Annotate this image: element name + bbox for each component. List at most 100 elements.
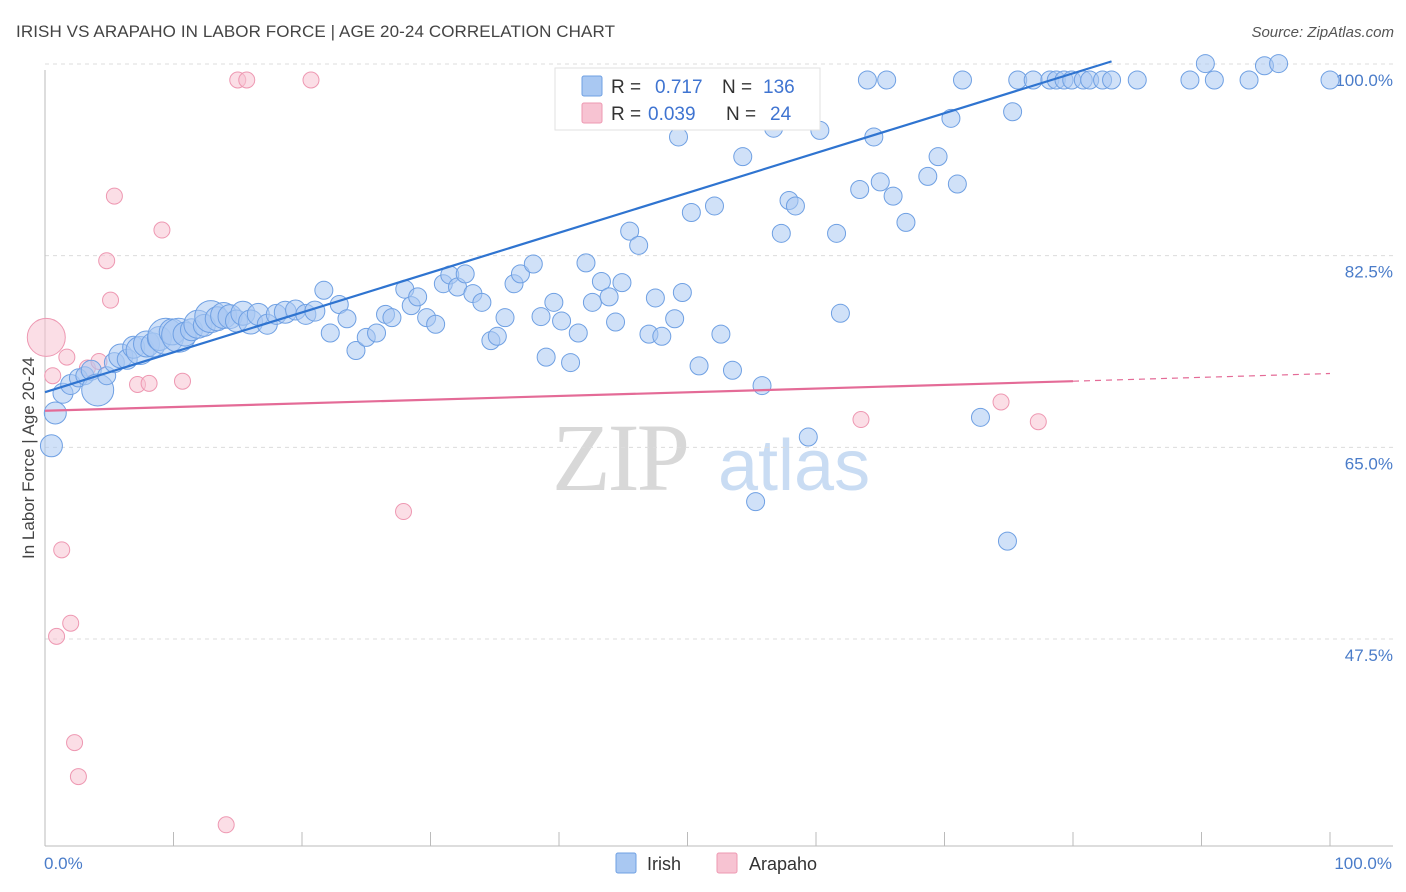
irish-point: [510, 264, 530, 284]
arapaho-trend-line: [44, 380, 1074, 412]
irish-point: [1102, 70, 1122, 90]
irish-point: [672, 282, 692, 302]
irish-point: [455, 264, 475, 284]
irish-point: [918, 166, 938, 186]
irish-point: [733, 147, 753, 167]
irish-point: [827, 223, 847, 243]
y-axis-title: In Labor Force | Age 20-24: [19, 357, 38, 559]
irish-point: [536, 347, 556, 367]
legend-irish-n-value: 136: [763, 77, 795, 98]
arapaho-point: [140, 374, 158, 392]
watermark-zip: ZIP: [552, 404, 687, 511]
irish-point: [711, 324, 731, 344]
irish-point: [612, 273, 632, 293]
irish-point: [599, 287, 619, 307]
irish-point: [620, 221, 640, 241]
irish-point: [830, 303, 850, 323]
series-legend: Irish Arapaho: [615, 852, 817, 874]
irish-point: [544, 292, 564, 312]
irish-point: [582, 292, 602, 312]
arapaho-point: [66, 734, 84, 752]
watermark-atlas: atlas: [718, 426, 870, 506]
legend-arapaho-n-value: 24: [770, 104, 792, 125]
irish-point: [408, 287, 428, 307]
irish-point: [552, 311, 572, 331]
irish-point: [472, 292, 492, 312]
irish-point: [850, 180, 870, 200]
irish-point: [752, 376, 772, 396]
irish-point: [704, 196, 724, 216]
irish-point: [665, 309, 685, 329]
irish-point: [771, 223, 791, 243]
arapaho-point: [238, 71, 256, 89]
irish-point: [1003, 102, 1023, 122]
trend-lines: [44, 60, 1331, 412]
irish-point: [337, 309, 357, 329]
arapaho-point: [217, 816, 235, 834]
arapaho-point: [105, 187, 123, 205]
irish-point: [487, 326, 507, 346]
source-credit: Source: ZipAtlas.com: [1251, 24, 1394, 41]
x-tick-label-min: 0.0%: [44, 854, 83, 873]
legend-irish-r-value: 0.717: [655, 77, 703, 98]
arapaho-point: [992, 393, 1010, 411]
irish-point: [591, 272, 611, 292]
arapaho-trend-extension: [1072, 372, 1331, 382]
irish-point: [576, 253, 596, 273]
irish-point: [785, 196, 805, 216]
y-tick-label: 47.5%: [1345, 646, 1393, 665]
irish-point: [367, 323, 387, 343]
irish-point: [746, 492, 766, 512]
irish-point: [1195, 54, 1215, 74]
irish-point: [689, 356, 709, 376]
irish-point: [883, 186, 903, 206]
legend-arapaho-r-value: 0.039: [648, 104, 696, 125]
irish-point: [970, 407, 990, 427]
irish-point: [928, 147, 948, 167]
arapaho-point: [26, 317, 66, 357]
irish-point: [43, 401, 67, 425]
y-tick-label: 100.0%: [1335, 71, 1393, 90]
legend-swatch-arapaho: [581, 102, 603, 124]
watermark: ZIP atlas: [552, 404, 870, 511]
series-legend-swatch-arapaho: [716, 852, 738, 874]
irish-point: [896, 212, 916, 232]
legend-irish-n-label: N =: [722, 77, 752, 98]
irish-point: [346, 341, 366, 361]
irish-point: [39, 434, 63, 458]
arapaho-point: [102, 291, 120, 309]
arapaho-point: [62, 614, 80, 632]
arapaho-point: [53, 541, 71, 559]
series-legend-swatch-irish: [615, 852, 637, 874]
irish-point: [531, 307, 551, 327]
arapaho-point: [173, 372, 191, 390]
chart-title: IRISH VS ARAPAHO IN LABOR FORCE | AGE 20…: [16, 22, 616, 41]
y-tick-label: 82.5%: [1345, 263, 1393, 282]
irish-point: [320, 323, 340, 343]
irish-point: [681, 203, 701, 223]
irish-point: [1204, 70, 1224, 90]
arapaho-point: [58, 348, 76, 366]
irish-point: [722, 360, 742, 380]
irish-point: [947, 174, 967, 194]
arapaho-point: [153, 221, 171, 239]
gridlines: [45, 63, 1393, 640]
irish-point: [629, 235, 649, 255]
irish-point: [997, 531, 1017, 551]
irish-points: [39, 54, 1340, 551]
irish-point: [857, 70, 877, 90]
irish-point: [877, 70, 897, 90]
irish-point: [606, 312, 626, 332]
irish-point: [870, 172, 890, 192]
legend-swatch-irish: [581, 75, 603, 97]
arapaho-point: [302, 71, 320, 89]
y-tick-label: 65.0%: [1345, 454, 1393, 473]
irish-point: [952, 70, 972, 90]
legend-irish-r-label: R =: [611, 77, 641, 98]
arapaho-point: [48, 627, 66, 645]
irish-point: [1180, 70, 1200, 90]
irish-point: [1269, 54, 1289, 74]
irish-point: [495, 308, 515, 328]
irish-point: [645, 288, 665, 308]
